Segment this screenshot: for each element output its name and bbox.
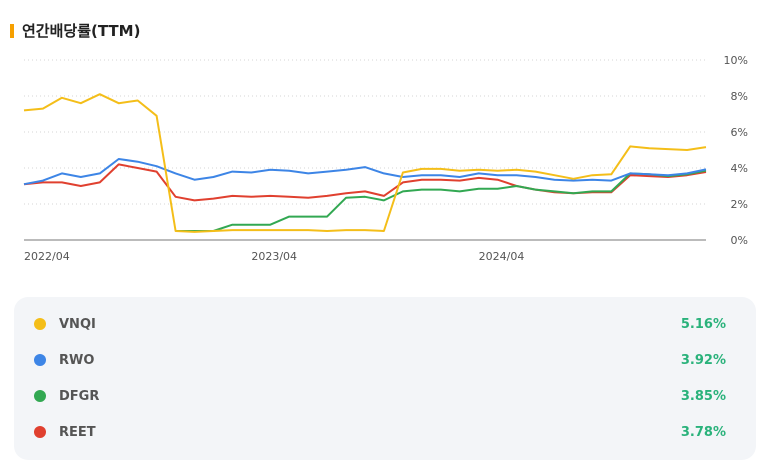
legend-dot-icon [34,426,46,438]
legend-series-value: 3.78% [680,424,726,440]
legend-dot-icon [34,318,46,330]
series-line-dfgr [175,169,707,232]
legend-row-dfgr: DFGR 3.85% [14,378,756,414]
x-tick-label: 2022/04 [24,250,70,263]
y-tick-label: 2% [731,198,748,211]
y-tick-label: 0% [731,234,748,247]
legend-series-value: 3.92% [680,352,726,368]
legend-panel: VNQI 5.16% RWO 3.92% DFGR 3.85% REET 3.78% [14,297,756,460]
legend-series-name: RWO [59,352,95,368]
x-tick-label: 2024/04 [479,250,525,263]
legend-row-rwo: RWO 3.92% [14,342,756,378]
y-tick-label: 8% [731,90,748,103]
legend-series-value: 5.16% [680,316,726,332]
legend-row-vnqi: VNQI 5.16% [14,306,756,342]
series-line-reet [23,163,707,202]
series-line-vnqi [23,93,707,233]
chart-title: 연간배당률(TTM) [22,22,141,40]
title-accent-bar [10,23,14,38]
legend-series-name: VNQI [59,316,96,332]
series-line-rwo [23,158,707,186]
y-tick-label: 6% [731,126,748,139]
legend-series-name: REET [59,424,96,440]
x-tick-label: 2023/04 [251,250,297,263]
y-tick-label: 10% [724,54,748,67]
dividend-yield-chart: 0% 2% 4% 6% 8% 10% 2022/04 2023/04 2024/04 [23,54,748,263]
legend-row-reet: REET 3.78% [14,414,756,450]
legend-dot-icon [34,390,46,402]
legend-dot-icon [34,354,46,366]
legend-series-value: 3.85% [680,388,726,404]
y-tick-label: 4% [731,162,748,175]
legend-series-name: DFGR [59,388,100,404]
title-wrap: 연간배당률(TTM) [10,20,140,41]
